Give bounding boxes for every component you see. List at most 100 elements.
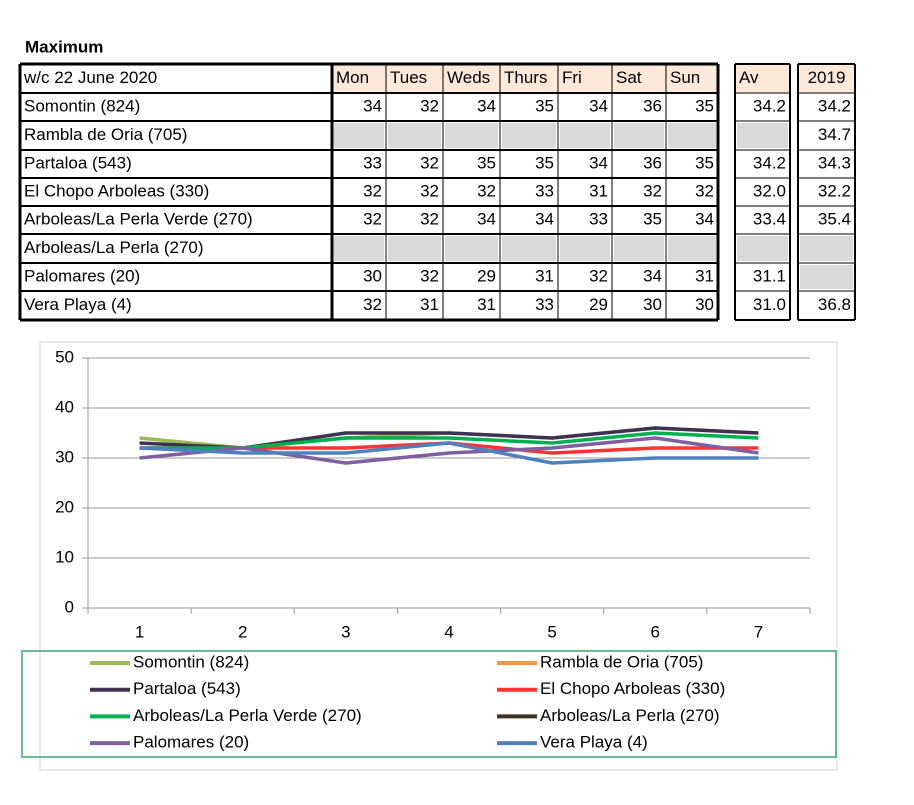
empty-cell bbox=[560, 123, 610, 148]
cell-value: 35 bbox=[535, 96, 554, 115]
cell-value: 32 bbox=[420, 153, 439, 172]
x-tick-label: 6 bbox=[651, 622, 660, 641]
header-label: w/c 22 June 2020 bbox=[23, 68, 157, 87]
header-label: Thurs bbox=[504, 68, 547, 87]
y-tick-label: 20 bbox=[55, 497, 74, 516]
av-value: 33.4 bbox=[753, 209, 786, 228]
header-cell bbox=[558, 64, 612, 93]
cell-value: 31 bbox=[477, 295, 496, 314]
header-label: 2019 bbox=[808, 68, 846, 87]
y-tick-label: 40 bbox=[55, 397, 74, 416]
x-tick-label: 7 bbox=[754, 622, 763, 641]
header-cell bbox=[798, 64, 855, 93]
header-cell bbox=[612, 64, 666, 93]
prev-value: 34.7 bbox=[818, 125, 851, 144]
cell-value: 34 bbox=[695, 209, 714, 228]
cell-value: 31 bbox=[420, 295, 439, 314]
cell-value: 33 bbox=[589, 209, 608, 228]
row-label: Arboleas/La Perla (270) bbox=[24, 238, 204, 257]
cell-value: 34 bbox=[535, 209, 554, 228]
empty-cell bbox=[560, 236, 610, 261]
prev-value: 35.4 bbox=[818, 209, 851, 228]
header-label: Weds bbox=[447, 68, 490, 87]
row-label: Palomares (20) bbox=[24, 266, 140, 285]
empty-cell bbox=[668, 236, 716, 261]
cell-value: 34 bbox=[643, 266, 662, 285]
header-label: Tues bbox=[390, 68, 427, 87]
cell-value: 34 bbox=[589, 96, 608, 115]
av-value: 32.0 bbox=[753, 181, 786, 200]
legend-label: Partaloa (543) bbox=[133, 679, 241, 698]
cell-value: 32 bbox=[420, 96, 439, 115]
cell-value: 34 bbox=[363, 96, 382, 115]
empty-cell bbox=[445, 123, 498, 148]
cell-value: 34 bbox=[477, 96, 496, 115]
cell-value: 35 bbox=[643, 209, 662, 228]
empty-cell bbox=[800, 265, 853, 289]
header-cell bbox=[735, 64, 790, 93]
empty-cell bbox=[445, 236, 498, 261]
cell-value: 32 bbox=[363, 181, 382, 200]
cell-value: 36 bbox=[643, 153, 662, 172]
row-label: Vera Playa (4) bbox=[24, 295, 132, 314]
cell-value: 32 bbox=[363, 295, 382, 314]
legend-frame bbox=[21, 650, 837, 758]
header-cell bbox=[386, 64, 443, 93]
empty-cell bbox=[388, 236, 441, 261]
empty-cell bbox=[502, 123, 556, 148]
cell-value: 35 bbox=[477, 153, 496, 172]
av-value: 34.2 bbox=[753, 153, 786, 172]
row-label: Rambla de Oria (705) bbox=[24, 125, 187, 144]
prev-value: 32.2 bbox=[818, 181, 851, 200]
empty-cell bbox=[614, 123, 664, 148]
x-tick-label: 1 bbox=[135, 622, 144, 641]
cell-value: 34 bbox=[477, 209, 496, 228]
cell-value: 35 bbox=[695, 96, 714, 115]
cell-value: 29 bbox=[589, 295, 608, 314]
cell-value: 30 bbox=[643, 295, 662, 314]
header-label: Av bbox=[739, 68, 759, 87]
cell-value: 31 bbox=[695, 266, 714, 285]
empty-cell bbox=[614, 236, 664, 261]
empty-cell bbox=[737, 236, 788, 261]
empty-cell bbox=[502, 236, 556, 261]
empty-cell bbox=[334, 123, 384, 148]
header-cell bbox=[666, 64, 718, 93]
cell-value: 29 bbox=[477, 266, 496, 285]
av-value: 31.1 bbox=[753, 266, 786, 285]
cell-value: 33 bbox=[535, 295, 554, 314]
header-label: Sun bbox=[670, 68, 700, 87]
y-tick-label: 50 bbox=[55, 347, 74, 366]
cell-value: 31 bbox=[535, 266, 554, 285]
prev-value: 34.2 bbox=[818, 96, 851, 115]
prev-value: 36.8 bbox=[818, 295, 851, 314]
legend-label: Arboleas/La Perla Verde (270) bbox=[133, 706, 362, 725]
legend-label: Arboleas/La Perla (270) bbox=[540, 706, 720, 725]
av-value: 34.2 bbox=[753, 96, 786, 115]
av-value: 31.0 bbox=[753, 295, 786, 314]
cell-value: 32 bbox=[589, 266, 608, 285]
cell-value: 30 bbox=[363, 266, 382, 285]
x-tick-label: 2 bbox=[238, 622, 247, 641]
legend-label: Somontin (824) bbox=[133, 652, 249, 671]
chart-frame bbox=[39, 341, 838, 771]
title: Maximum bbox=[25, 37, 103, 56]
cell-value: 35 bbox=[535, 153, 554, 172]
empty-cell bbox=[388, 123, 441, 148]
empty-cell bbox=[668, 123, 716, 148]
legend-label: El Chopo Arboleas (330) bbox=[540, 679, 725, 698]
cell-value: 35 bbox=[695, 153, 714, 172]
cell-value: 32 bbox=[643, 181, 662, 200]
empty-cell bbox=[334, 236, 384, 261]
cell-value: 32 bbox=[420, 266, 439, 285]
header-label: Mon bbox=[336, 68, 369, 87]
series-line bbox=[139, 436, 759, 465]
empty-cell bbox=[737, 123, 788, 148]
x-tick-label: 3 bbox=[341, 622, 350, 641]
cell-value: 32 bbox=[477, 181, 496, 200]
header-cell bbox=[443, 64, 500, 93]
row-label: Arboleas/La Perla Verde (270) bbox=[24, 209, 253, 228]
header-label: Sat bbox=[616, 68, 642, 87]
row-label: Somontin (824) bbox=[24, 96, 140, 115]
